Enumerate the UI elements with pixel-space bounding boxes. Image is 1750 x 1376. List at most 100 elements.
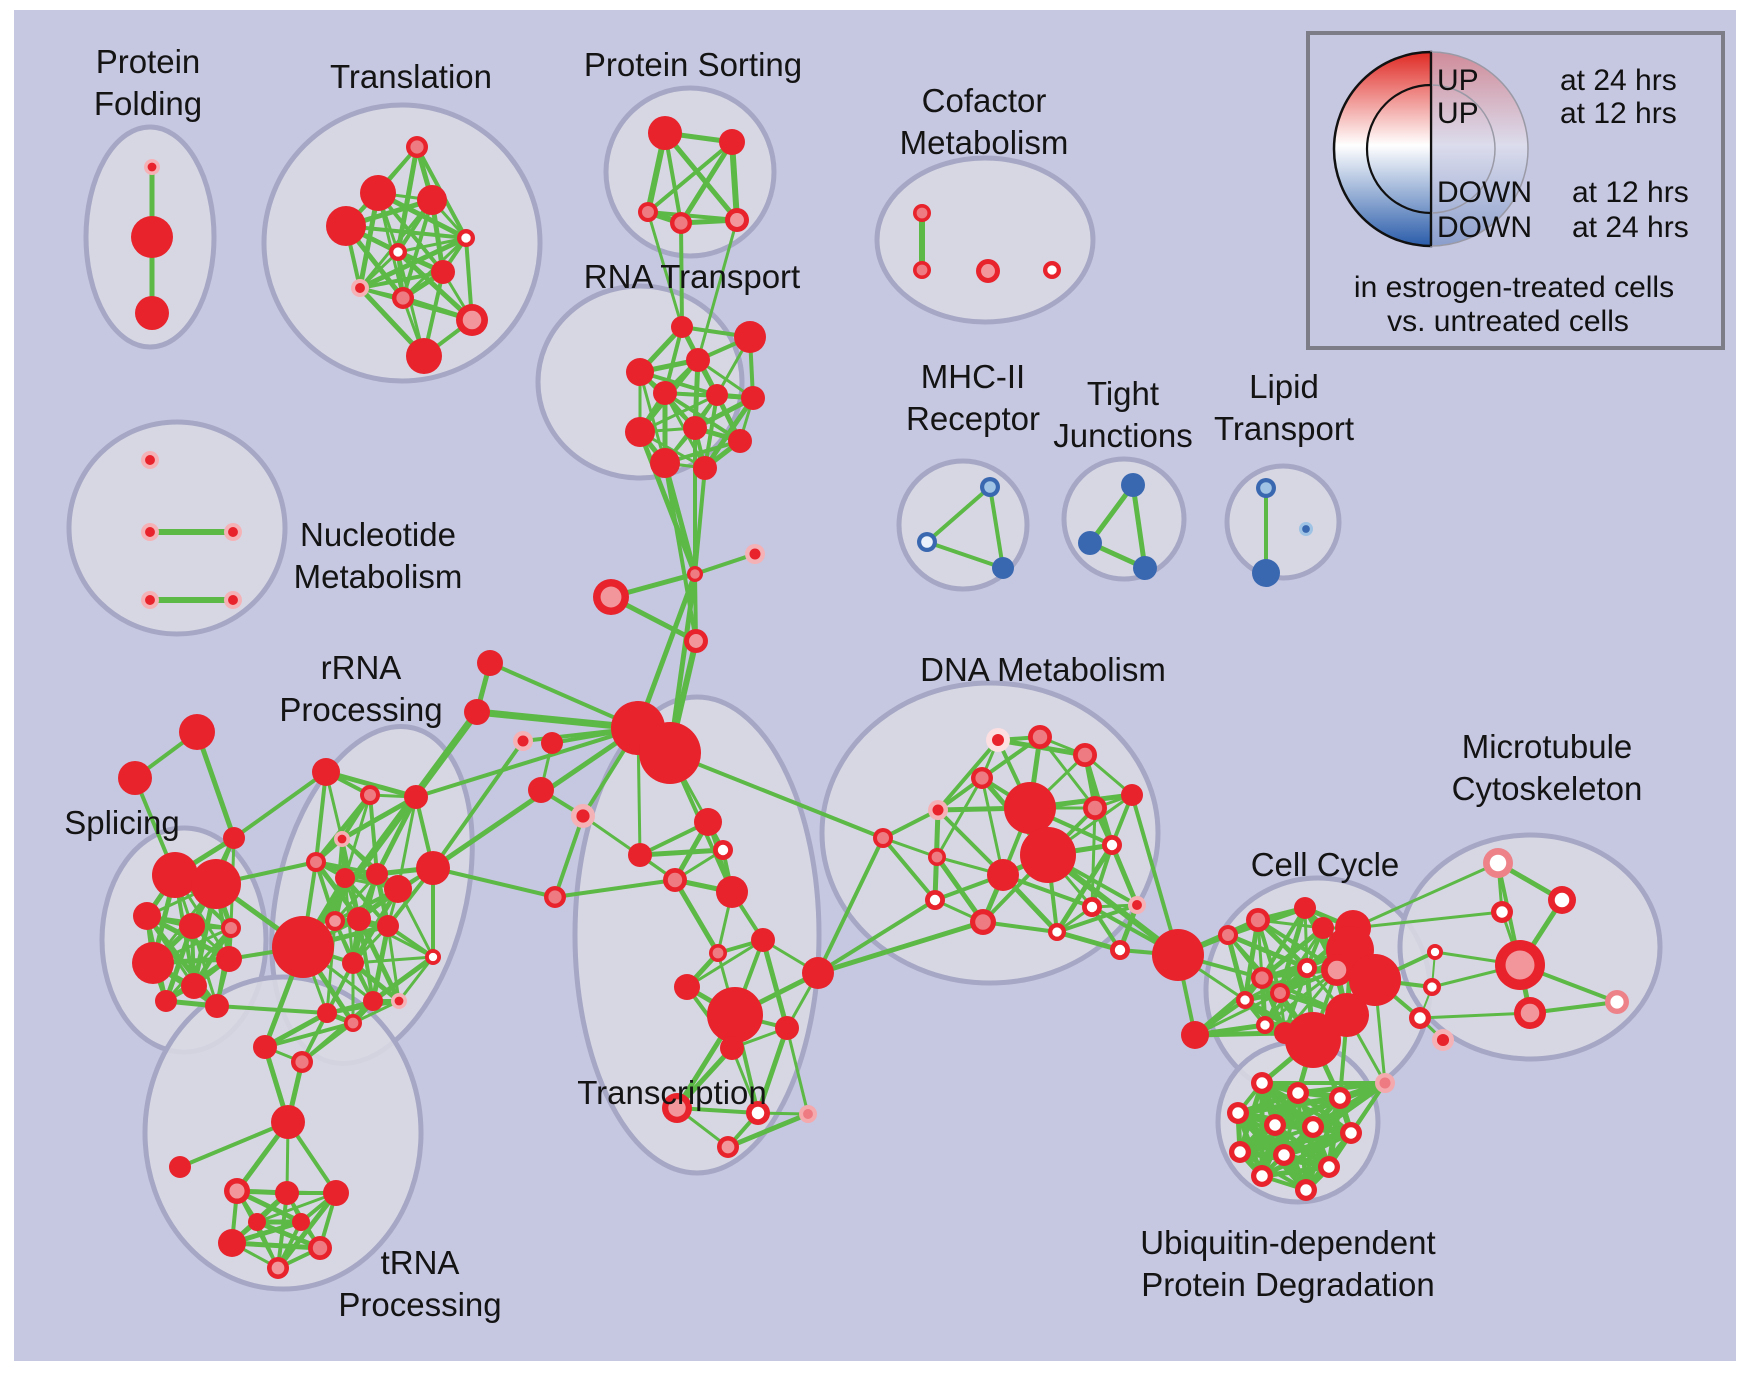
cluster-label-cofactor-metabolism: Metabolism xyxy=(900,124,1069,161)
network-edge xyxy=(881,808,940,840)
gene-node-core xyxy=(642,206,654,218)
gene-node-core xyxy=(548,890,562,904)
network-edge xyxy=(313,792,373,865)
gene-node-core xyxy=(1301,962,1313,974)
cluster-label-nucleotide-metabolism: Nucleotide xyxy=(300,516,456,553)
gene-node-core xyxy=(975,771,989,785)
network-edge xyxy=(386,924,401,1003)
gene-node-core xyxy=(229,1183,245,1199)
cluster-area-transcription xyxy=(572,694,822,1176)
gene-node xyxy=(366,863,388,885)
gene-node-core xyxy=(1489,854,1507,872)
network-edge xyxy=(646,210,684,329)
gene-node-core xyxy=(916,264,928,276)
network-edge xyxy=(178,1120,290,1169)
network-edge xyxy=(637,429,698,577)
network-edge xyxy=(1259,1130,1354,1179)
gene-node-core xyxy=(1334,1092,1346,1104)
gene-node-core xyxy=(1327,960,1347,980)
gene-node-core xyxy=(1032,729,1048,745)
gene-node xyxy=(131,216,173,258)
cluster-label-rrna-processing: rRNA xyxy=(321,649,402,686)
gene-node xyxy=(625,417,655,447)
gene-node xyxy=(1252,559,1280,587)
gene-node-core xyxy=(721,1140,735,1154)
network-edge xyxy=(1087,482,1136,546)
gene-node xyxy=(1121,473,1145,497)
gene-node xyxy=(133,902,161,930)
gene-node xyxy=(132,942,174,984)
gene-node-core xyxy=(347,1017,359,1029)
gene-node xyxy=(683,416,707,440)
network-edge xyxy=(729,139,740,223)
cluster-label-rrna-processing: Processing xyxy=(279,691,442,728)
network-edge xyxy=(255,1191,338,1224)
cluster-label-mhc2-receptor: Receptor xyxy=(906,400,1040,437)
gene-node-core xyxy=(975,914,991,930)
gene-node xyxy=(326,206,366,246)
gene-node xyxy=(223,827,245,849)
gene-node xyxy=(155,990,177,1012)
network-edge xyxy=(414,726,640,799)
gene-node xyxy=(404,785,428,809)
gene-node-core xyxy=(690,569,700,579)
gene-node-core xyxy=(147,162,157,172)
network-edge xyxy=(358,270,445,290)
network-edge xyxy=(663,461,698,643)
cluster-label-protein-folding: Folding xyxy=(94,85,202,122)
gene-node xyxy=(992,557,1014,579)
cluster-area-cofactor-metabolism xyxy=(874,155,1096,325)
network-edge xyxy=(1351,861,1500,930)
network-edge xyxy=(553,878,677,899)
network-edge xyxy=(351,955,435,965)
gene-node-core xyxy=(1256,1170,1268,1182)
gene-node-core xyxy=(312,1240,328,1256)
network-edge xyxy=(755,1025,790,1116)
network-edge xyxy=(696,218,739,362)
gene-node xyxy=(205,994,229,1018)
gene-node xyxy=(719,129,745,155)
gene-node xyxy=(751,928,775,952)
gene-node xyxy=(179,714,215,750)
gene-node-core xyxy=(1307,1121,1319,1133)
network-edge xyxy=(1238,1150,1308,1192)
gene-node-core xyxy=(329,915,341,927)
gene-node xyxy=(741,386,765,410)
gene-node-core xyxy=(310,856,322,868)
network-edge xyxy=(215,1004,329,1015)
network-edge xyxy=(374,794,419,877)
legend: UP at 24 hrs UP at 12 hrs DOWN at 12 hrs DOWN a… xyxy=(1306,31,1725,350)
network-edge xyxy=(323,769,419,800)
legend-inner-right xyxy=(1430,84,1496,214)
legend-direction-label: UP xyxy=(1437,97,1479,130)
gene-node-core xyxy=(674,216,688,230)
gene-node-core xyxy=(337,834,347,844)
gene-node xyxy=(1181,1021,1209,1049)
gene-node xyxy=(384,875,412,903)
gene-node xyxy=(987,859,1019,891)
cluster-label-tight-junctions: Junctions xyxy=(1053,417,1192,454)
network-edge xyxy=(785,1026,810,1116)
network-edge xyxy=(1418,1011,1532,1020)
gene-node-core xyxy=(364,789,376,801)
gene-node xyxy=(216,946,242,972)
gene-node-core xyxy=(1292,1087,1304,1099)
gene-node xyxy=(650,448,680,478)
network-edge xyxy=(693,552,757,576)
gene-node-core xyxy=(1087,800,1103,816)
gene-node-core xyxy=(717,844,729,856)
cluster-area-lipid-transport xyxy=(1224,463,1342,581)
gene-node-core xyxy=(1106,839,1118,851)
gene-node xyxy=(628,843,652,867)
network-edge xyxy=(395,249,475,323)
gene-node xyxy=(135,296,169,330)
network-edge xyxy=(368,793,379,876)
gene-node-core xyxy=(1269,1119,1281,1131)
network-edge xyxy=(232,770,328,840)
gene-node xyxy=(1285,1012,1341,1068)
network-edge xyxy=(339,794,419,842)
gene-node xyxy=(716,876,748,908)
gene-node-core xyxy=(1047,265,1057,275)
network-edge xyxy=(702,395,756,471)
gene-node-core xyxy=(145,455,155,465)
